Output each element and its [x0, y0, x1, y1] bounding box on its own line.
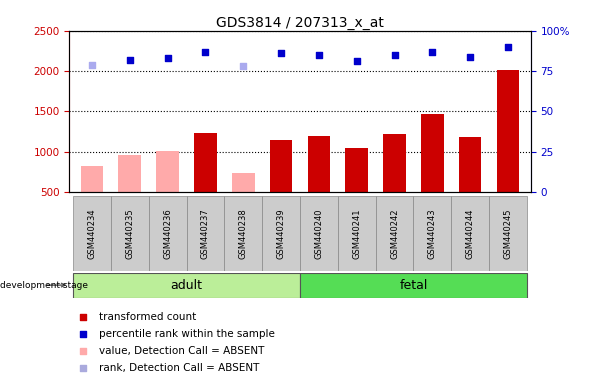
Bar — [376, 196, 414, 271]
Point — [78, 348, 88, 354]
Point — [390, 52, 399, 58]
Bar — [489, 196, 527, 271]
Text: GSM440241: GSM440241 — [352, 208, 361, 258]
Bar — [111, 196, 149, 271]
Bar — [119, 155, 141, 192]
Text: GSM440238: GSM440238 — [239, 208, 248, 259]
Bar — [338, 196, 376, 271]
Bar — [497, 70, 519, 192]
Point — [78, 314, 88, 320]
Point — [238, 63, 248, 69]
Text: GSM440236: GSM440236 — [163, 208, 172, 259]
Bar — [194, 133, 217, 192]
Bar — [308, 136, 330, 192]
Point — [276, 50, 286, 56]
Text: GSM440244: GSM440244 — [466, 208, 475, 258]
Point — [78, 365, 88, 371]
Bar — [73, 273, 300, 298]
Bar — [224, 196, 262, 271]
Text: GSM440243: GSM440243 — [428, 208, 437, 258]
Bar — [414, 196, 451, 271]
Bar — [300, 196, 338, 271]
Bar — [186, 196, 224, 271]
Point — [163, 55, 172, 61]
Bar — [459, 137, 481, 192]
Point — [428, 49, 437, 55]
Text: percentile rank within the sample: percentile rank within the sample — [99, 329, 275, 339]
Text: GSM440242: GSM440242 — [390, 208, 399, 258]
Bar — [81, 166, 103, 192]
Title: GDS3814 / 207313_x_at: GDS3814 / 207313_x_at — [216, 16, 384, 30]
Point — [87, 61, 97, 68]
Text: GSM440237: GSM440237 — [201, 208, 210, 259]
Bar — [346, 149, 368, 192]
Point — [314, 52, 324, 58]
Bar — [421, 114, 444, 192]
Point — [466, 53, 475, 60]
Bar — [156, 151, 179, 192]
Text: transformed count: transformed count — [99, 312, 197, 322]
Bar — [232, 173, 254, 192]
Point — [125, 57, 134, 63]
Bar — [73, 196, 111, 271]
Text: value, Detection Call = ABSENT: value, Detection Call = ABSENT — [99, 346, 265, 356]
Text: GSM440235: GSM440235 — [125, 208, 134, 258]
Point — [78, 331, 88, 337]
Text: GSM440245: GSM440245 — [504, 208, 513, 258]
Text: GSM440234: GSM440234 — [87, 208, 96, 258]
Text: GSM440239: GSM440239 — [277, 208, 286, 258]
Bar — [262, 196, 300, 271]
Text: rank, Detection Call = ABSENT: rank, Detection Call = ABSENT — [99, 363, 260, 373]
Point — [201, 49, 210, 55]
Bar — [451, 196, 489, 271]
Point — [503, 44, 513, 50]
Text: fetal: fetal — [399, 279, 428, 291]
Bar — [270, 140, 292, 192]
Text: GSM440240: GSM440240 — [314, 208, 323, 258]
Bar — [149, 196, 186, 271]
Text: adult: adult — [171, 279, 203, 291]
Bar — [300, 273, 527, 298]
Point — [352, 58, 362, 65]
Bar — [383, 134, 406, 192]
Text: development stage: development stage — [0, 281, 88, 290]
